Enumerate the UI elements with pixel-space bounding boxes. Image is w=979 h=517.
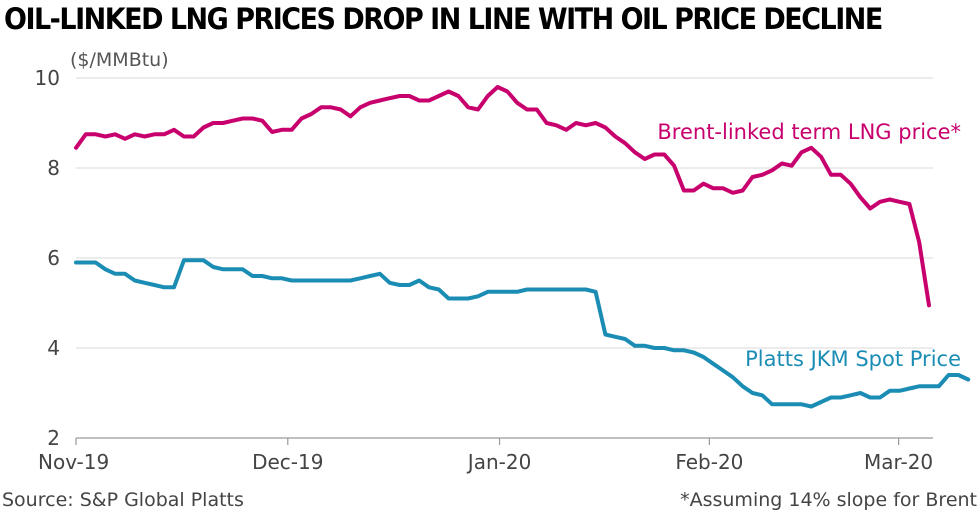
x-tick-label: Jan-20 (466, 450, 532, 474)
source-note: Source: S&P Global Platts (2, 489, 244, 511)
x-tick-label: Nov-19 (38, 450, 109, 474)
y-axis: 2 4 6 8 10 (35, 66, 60, 450)
y-tick-label: 4 (47, 336, 60, 360)
gridlines (76, 77, 933, 349)
series-line-brent (74, 85, 931, 308)
assumption-footnote: *Assuming 14% slope for Brent (680, 489, 977, 511)
x-tick-label: Dec-19 (252, 450, 323, 474)
series-line-jkm (74, 258, 971, 409)
y-tick-label: 10 (35, 66, 60, 90)
x-tick-label: Feb-20 (675, 450, 743, 474)
series-label-brent: Brent-linked term LNG price* (657, 120, 961, 144)
chart-title: OIL-LINKED LNG PRICES DROP IN LINE WITH … (4, 2, 883, 36)
x-tick-label: Mar-20 (864, 450, 933, 474)
y-tick-label: 6 (47, 246, 60, 270)
y-axis-unit-label: ($/MMBtu) (70, 49, 169, 71)
x-axis-ticks: Nov-19 Dec-19 Jan-20 Feb-20 Mar-20 (38, 438, 933, 474)
y-tick-label: 8 (47, 156, 60, 180)
y-tick-label: 2 (47, 426, 60, 450)
series-label-jkm: Platts JKM Spot Price (745, 347, 961, 371)
series-lines (74, 85, 971, 409)
